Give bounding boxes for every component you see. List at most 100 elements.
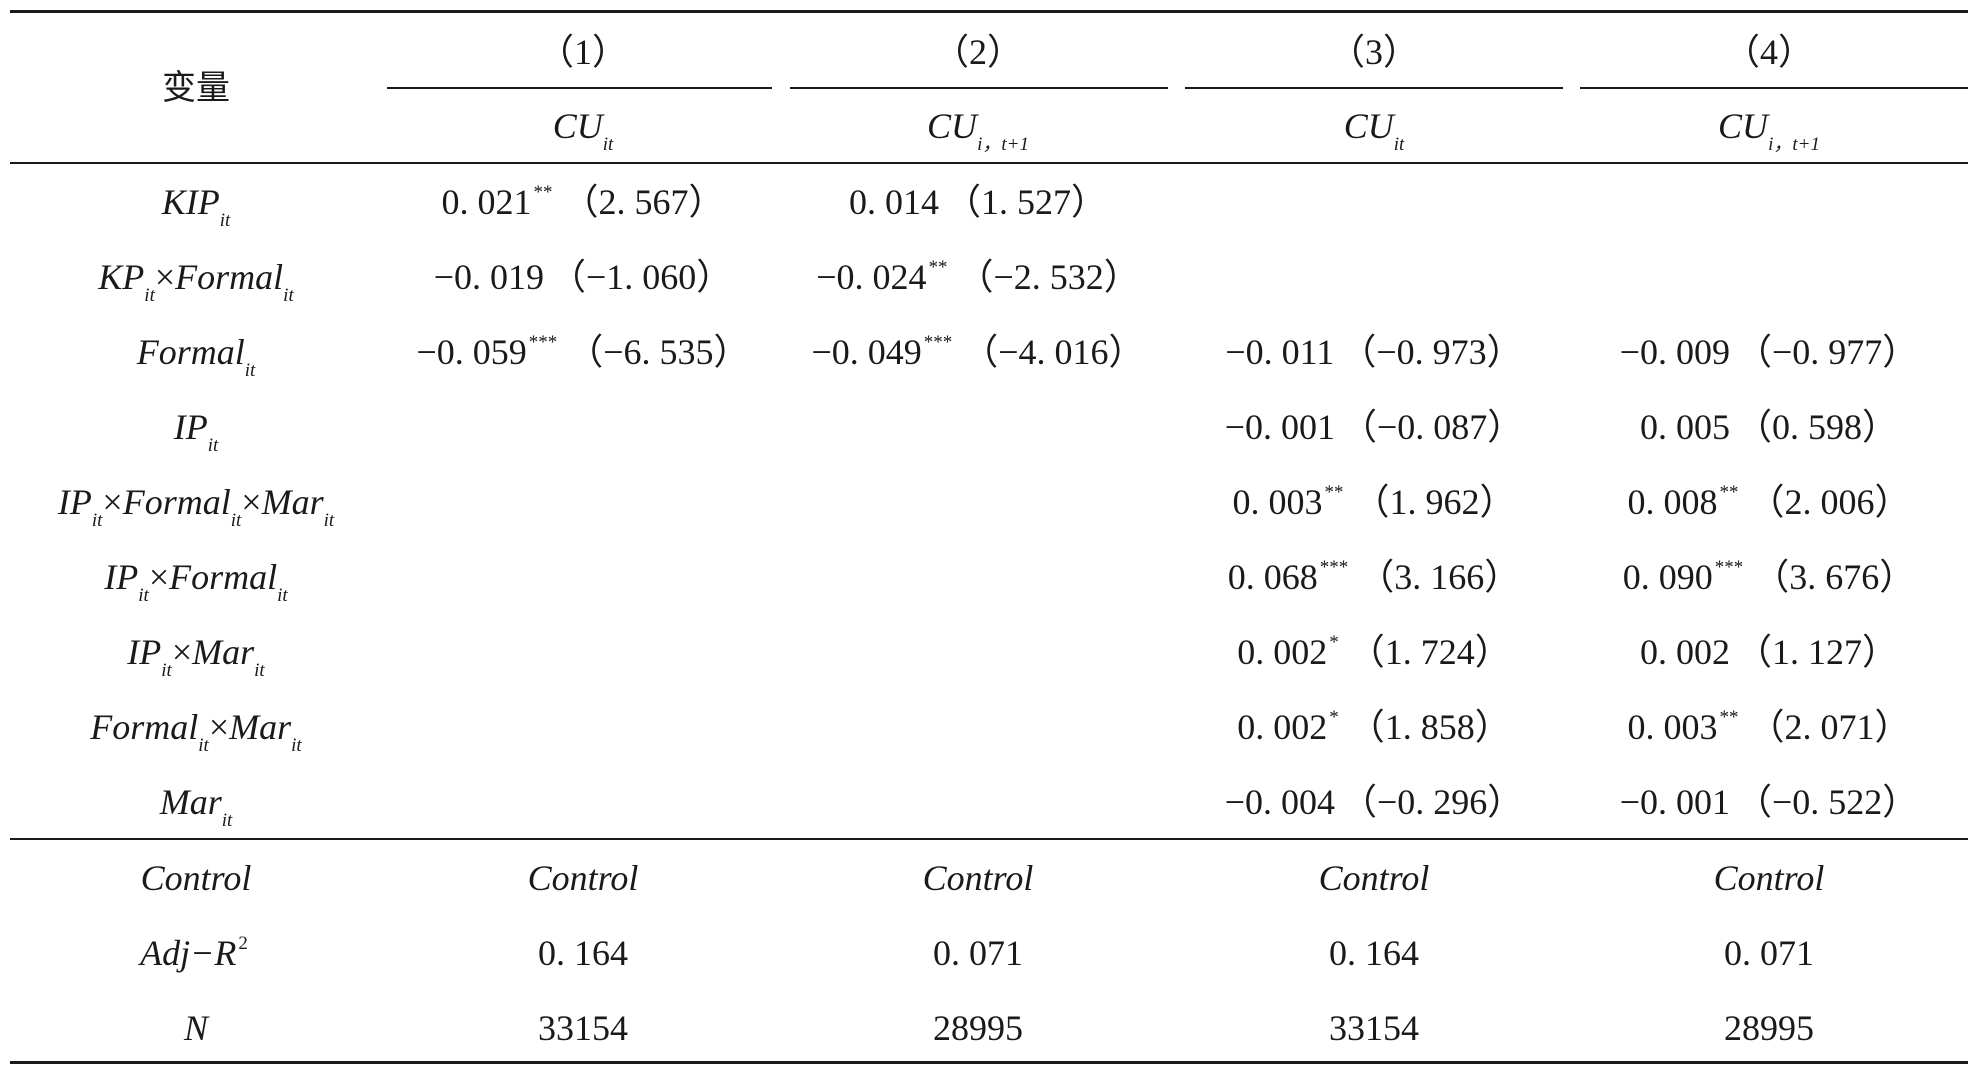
- coefficient: 0. 008: [1627, 482, 1718, 522]
- footer-value: 0. 164: [538, 933, 628, 973]
- footer-label-superscript: 2: [238, 933, 248, 954]
- variable-name: KPit×Formalit: [98, 255, 293, 306]
- significance-stars: ***: [1714, 557, 1744, 578]
- times-symbol: ×: [102, 482, 123, 522]
- coefficient-cell: −0. 001 （−0. 087）: [1225, 405, 1524, 449]
- coefficient: 0. 005: [1639, 407, 1730, 447]
- footer-value: Control: [1318, 858, 1430, 898]
- var-term: Formal: [90, 707, 199, 747]
- coefficient: −0. 011: [1225, 332, 1335, 372]
- var-term: Mar: [261, 482, 324, 522]
- coefficient: −0. 009: [1619, 332, 1730, 372]
- header-variable-label: 变量: [162, 68, 230, 108]
- var-term: IP: [173, 407, 208, 447]
- coefficient-cell: −0. 024 ** （−2. 532）: [816, 255, 1140, 306]
- dv-subscript: it: [1393, 134, 1405, 155]
- significance-stars: ***: [923, 332, 953, 353]
- t-statistic: （2. 006）: [1748, 482, 1911, 522]
- var-subscript: it: [277, 585, 288, 606]
- coefficient-cell: 0. 090 *** （3. 676）: [1623, 555, 1916, 606]
- coefficient-cell: 0. 068 *** （3. 166）: [1228, 555, 1521, 606]
- coefficient-cell: 0. 014 （1. 527）: [849, 180, 1107, 224]
- coefficient: −0. 004: [1224, 782, 1335, 822]
- header-rule-col-2: [790, 87, 1168, 89]
- dv-subscript: it: [602, 134, 614, 155]
- footer-value: 0. 071: [1724, 933, 1814, 973]
- column-number: （1）: [537, 32, 629, 72]
- significance-stars: ***: [528, 332, 558, 353]
- times-symbol: ×: [171, 632, 193, 672]
- variable-name: Formalit×Marit: [90, 705, 301, 756]
- var-subscript: it: [207, 435, 219, 456]
- t-statistic: （−0. 522）: [1736, 782, 1919, 822]
- dependent-variable-label: CUi，t+1: [927, 104, 1029, 155]
- var-subscript: it: [254, 660, 265, 681]
- t-statistic: （1. 527）: [944, 182, 1108, 222]
- header-rule-col-4: [1580, 87, 1968, 89]
- coefficient-cell: −0. 009 （−0. 977）: [1620, 330, 1919, 374]
- coefficient: 0. 014: [848, 182, 939, 222]
- dependent-variable-label: CUit: [553, 104, 614, 155]
- coefficient: −0. 059: [416, 332, 527, 372]
- coefficient-cell: 0. 005 （0. 598）: [1640, 405, 1898, 449]
- variable-name: IPit×Formalit: [104, 555, 287, 606]
- coefficient-cell: −0. 004 （−0. 296）: [1225, 780, 1524, 824]
- footer-value: Control: [527, 858, 639, 898]
- header-rule-col-1: [387, 87, 772, 89]
- significance-stars: **: [928, 257, 948, 278]
- significance-stars: **: [533, 182, 553, 203]
- var-subscript: it: [230, 510, 242, 531]
- significance-stars: *: [1329, 707, 1339, 728]
- t-statistic: （−0. 296）: [1341, 782, 1524, 822]
- footer-label: Adj−R 2: [140, 931, 252, 982]
- var-subscript: it: [198, 735, 209, 756]
- coefficient: −0. 049: [811, 332, 922, 372]
- times-symbol: ×: [154, 257, 176, 297]
- t-statistic: （1. 962）: [1353, 482, 1516, 522]
- times-symbol: ×: [208, 707, 230, 747]
- dv-main: CU: [927, 106, 978, 146]
- t-statistic: （−0. 087）: [1341, 407, 1524, 447]
- footer-value: 0. 071: [933, 933, 1023, 973]
- bottom-rule: [10, 1061, 1968, 1064]
- coefficient-cell: 0. 003 ** （2. 071）: [1627, 705, 1910, 756]
- t-statistic: （1. 724）: [1348, 632, 1511, 672]
- significance-stars: ***: [1319, 557, 1349, 578]
- footer-value: Control: [1713, 858, 1825, 898]
- dv-subscript: i，t+1: [1768, 134, 1820, 155]
- variable-name: IPit×Marit: [127, 630, 264, 681]
- coefficient: 0. 002: [1639, 632, 1730, 672]
- coefficient-cell: −0. 019 （−1. 060）: [434, 255, 733, 299]
- var-term: IP: [104, 557, 139, 597]
- coefficient-cell: 0. 021 ** （2. 567）: [441, 180, 724, 231]
- dv-main: CU: [552, 106, 603, 146]
- dv-subscript: i，t+1: [977, 134, 1029, 155]
- coefficient: 0. 021: [441, 182, 532, 222]
- var-term: Mar: [159, 782, 222, 822]
- significance-stars: **: [1324, 482, 1344, 503]
- dv-main: CU: [1718, 106, 1769, 146]
- t-statistic: （−1. 060）: [550, 257, 733, 297]
- var-subscript: it: [219, 210, 231, 231]
- var-subscript: it: [144, 285, 155, 306]
- times-symbol: ×: [241, 482, 262, 522]
- t-statistic: （1. 858）: [1348, 707, 1511, 747]
- var-term: Formal: [169, 557, 278, 597]
- var-term: IP: [57, 482, 92, 522]
- coefficient: 0. 002: [1237, 632, 1328, 672]
- var-subscript: it: [221, 810, 233, 831]
- t-statistic: （2. 071）: [1748, 707, 1911, 747]
- t-statistic: （2. 567）: [562, 182, 725, 222]
- column-number: （4）: [1723, 32, 1815, 72]
- significance-stars: **: [1719, 482, 1739, 503]
- var-subscript: it: [138, 585, 149, 606]
- t-statistic: （3. 676）: [1753, 557, 1916, 597]
- footer-value: Control: [922, 858, 1034, 898]
- var-subscript: it: [161, 660, 172, 681]
- footer-label-text: Control: [140, 858, 252, 898]
- var-term: Formal: [175, 257, 284, 297]
- t-statistic: （3. 166）: [1358, 557, 1521, 597]
- t-statistic: （−0. 973）: [1340, 332, 1523, 372]
- var-subscript: it: [291, 735, 302, 756]
- significance-stars: *: [1329, 632, 1339, 653]
